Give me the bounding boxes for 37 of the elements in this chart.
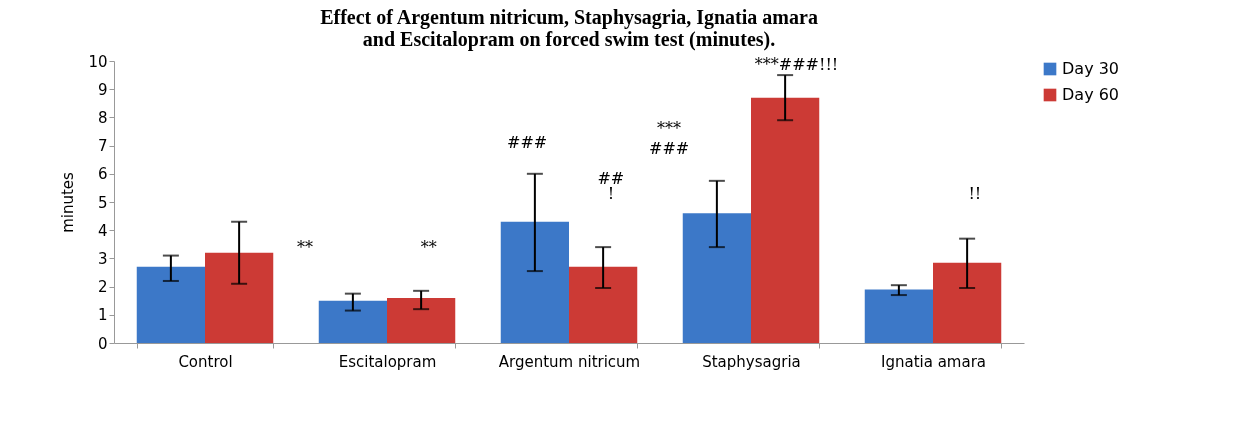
y-axis-title: minutes <box>59 171 78 233</box>
x-tick-label: Escitalopram <box>338 352 437 371</box>
annotation: !! <box>968 184 982 203</box>
x-tick-label: Staphysagria <box>702 352 801 371</box>
annotation: ** <box>297 238 314 257</box>
legend-label: Day 30 <box>1062 59 1120 78</box>
y-tick-label: 0 <box>97 334 108 353</box>
y-tick-label: 2 <box>97 278 108 297</box>
y-tick-label: 6 <box>97 165 108 184</box>
bar <box>205 252 274 343</box>
legend-label: Day 60 <box>1062 85 1120 104</box>
bar <box>318 300 387 343</box>
y-tick-label: 8 <box>97 108 108 127</box>
bar <box>136 266 205 343</box>
y-tick-label: 7 <box>97 137 108 156</box>
y-tick-label: 5 <box>97 193 108 212</box>
bar <box>569 266 638 343</box>
bar <box>682 213 751 343</box>
chart-title: Effect of Argentum nitricum, Staphysagria, Ignatia amara and Escitalopram on forced swim test (minutes). <box>320 6 818 51</box>
x-tick-label: Argentum nitricum <box>498 352 641 371</box>
bar <box>933 262 1002 343</box>
bar <box>387 297 456 343</box>
bar <box>751 97 820 343</box>
y-tick-label: 10 <box>88 52 108 71</box>
x-tick-label: Ignatia amara <box>880 352 987 371</box>
annotation: *** <box>657 119 682 138</box>
y-tick-label: 1 <box>97 306 108 325</box>
y-tick-label: 4 <box>97 221 108 240</box>
annotation: ### <box>648 139 690 158</box>
annotation: ***###!!! <box>754 55 839 74</box>
x-tick-label: Control <box>178 352 233 371</box>
y-tick-label: 9 <box>97 80 108 99</box>
annotation: ### <box>507 133 548 152</box>
bar <box>864 289 933 343</box>
bar <box>500 221 569 343</box>
y-tick-label: 3 <box>97 249 108 268</box>
annotation: ** <box>420 238 437 257</box>
